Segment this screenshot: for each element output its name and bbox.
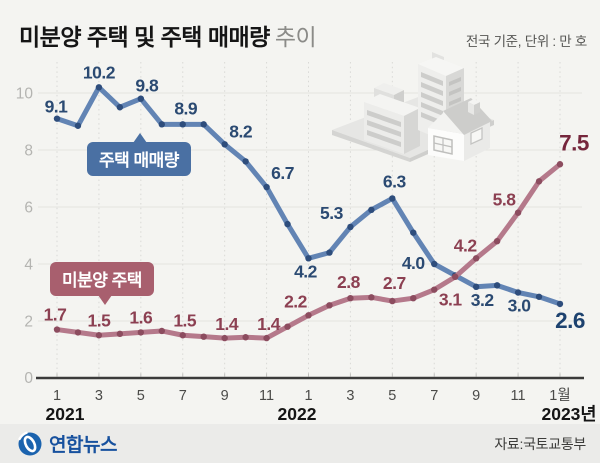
svg-text:8.2: 8.2 (229, 121, 253, 141)
svg-text:1.4: 1.4 (215, 314, 239, 334)
svg-text:3.2: 3.2 (471, 290, 495, 310)
logo-text: 연합뉴스 (49, 435, 117, 456)
footer-bar: 연합뉴스 자료:국토교통부 (0, 424, 600, 463)
svg-text:2.8: 2.8 (337, 272, 361, 292)
svg-text:4.2: 4.2 (454, 235, 478, 255)
svg-text:9.8: 9.8 (135, 76, 159, 96)
series-badge-sales-label: 주택 매매량 (99, 151, 179, 170)
svg-text:1.4: 1.4 (257, 314, 281, 334)
svg-text:0: 0 (24, 370, 33, 387)
svg-text:5.3: 5.3 (320, 203, 344, 223)
svg-text:3: 3 (346, 388, 354, 404)
svg-text:3.1: 3.1 (439, 290, 463, 310)
svg-text:1: 1 (53, 388, 61, 404)
svg-text:1.6: 1.6 (129, 307, 153, 327)
svg-text:4: 4 (24, 257, 33, 274)
svg-text:10: 10 (16, 86, 34, 103)
page-title: 미분양 주택 및 주택 매매량 추이 (19, 18, 317, 52)
svg-text:8: 8 (24, 143, 33, 160)
svg-text:11: 11 (511, 388, 526, 404)
svg-text:1: 1 (304, 388, 312, 404)
svg-text:9.1: 9.1 (45, 97, 69, 117)
svg-text:6.3: 6.3 (383, 171, 407, 191)
svg-text:4.2: 4.2 (294, 261, 318, 281)
svg-text:7.5: 7.5 (559, 130, 589, 155)
svg-text:2.7: 2.7 (383, 273, 406, 293)
svg-text:3.0: 3.0 (508, 296, 532, 316)
svg-text:2021: 2021 (46, 404, 85, 424)
svg-text:9: 9 (221, 388, 229, 404)
svg-text:1월: 1월 (549, 387, 570, 404)
svg-text:8.9: 8.9 (174, 98, 198, 118)
svg-text:3: 3 (95, 388, 103, 404)
yonhap-logo-icon (18, 431, 42, 456)
svg-text:1.5: 1.5 (88, 310, 112, 330)
svg-text:7: 7 (179, 388, 187, 404)
svg-text:11: 11 (259, 388, 274, 404)
svg-text:2022: 2022 (278, 404, 317, 424)
svg-text:5: 5 (388, 388, 396, 404)
badge-pointer-icon (98, 295, 112, 305)
svg-text:2.6: 2.6 (555, 308, 585, 333)
svg-text:2.2: 2.2 (284, 291, 308, 311)
svg-text:10.2: 10.2 (83, 62, 116, 82)
svg-text:7: 7 (430, 388, 438, 404)
badge-pointer-icon (133, 133, 147, 143)
svg-text:2: 2 (24, 314, 33, 331)
svg-text:1.7: 1.7 (44, 305, 67, 325)
news-agency-logo: 연합뉴스 (17, 430, 117, 457)
svg-text:2023년: 2023년 (541, 404, 596, 424)
svg-text:5: 5 (137, 388, 145, 404)
svg-text:5.8: 5.8 (493, 190, 517, 210)
series-badge-sales: 주택 매매량 (87, 133, 191, 176)
title-light: 추이 (274, 24, 317, 50)
title-strong: 미분양 주택 및 주택 매매량 (19, 24, 270, 50)
svg-text:6: 6 (24, 200, 33, 217)
unit-note: 전국 기준, 단위 : 만 호 (465, 34, 587, 49)
svg-text:1.5: 1.5 (173, 310, 197, 330)
series-badge-unsold-label: 미분양 주택 (62, 271, 142, 290)
buildings-icon (332, 52, 494, 162)
series-badge-unsold: 미분양 주택 (50, 262, 154, 305)
svg-text:6.7: 6.7 (271, 163, 294, 183)
source-text: 자료:국토교통부 (494, 435, 586, 452)
svg-text:4.0: 4.0 (402, 253, 426, 273)
svg-text:9: 9 (472, 388, 480, 404)
